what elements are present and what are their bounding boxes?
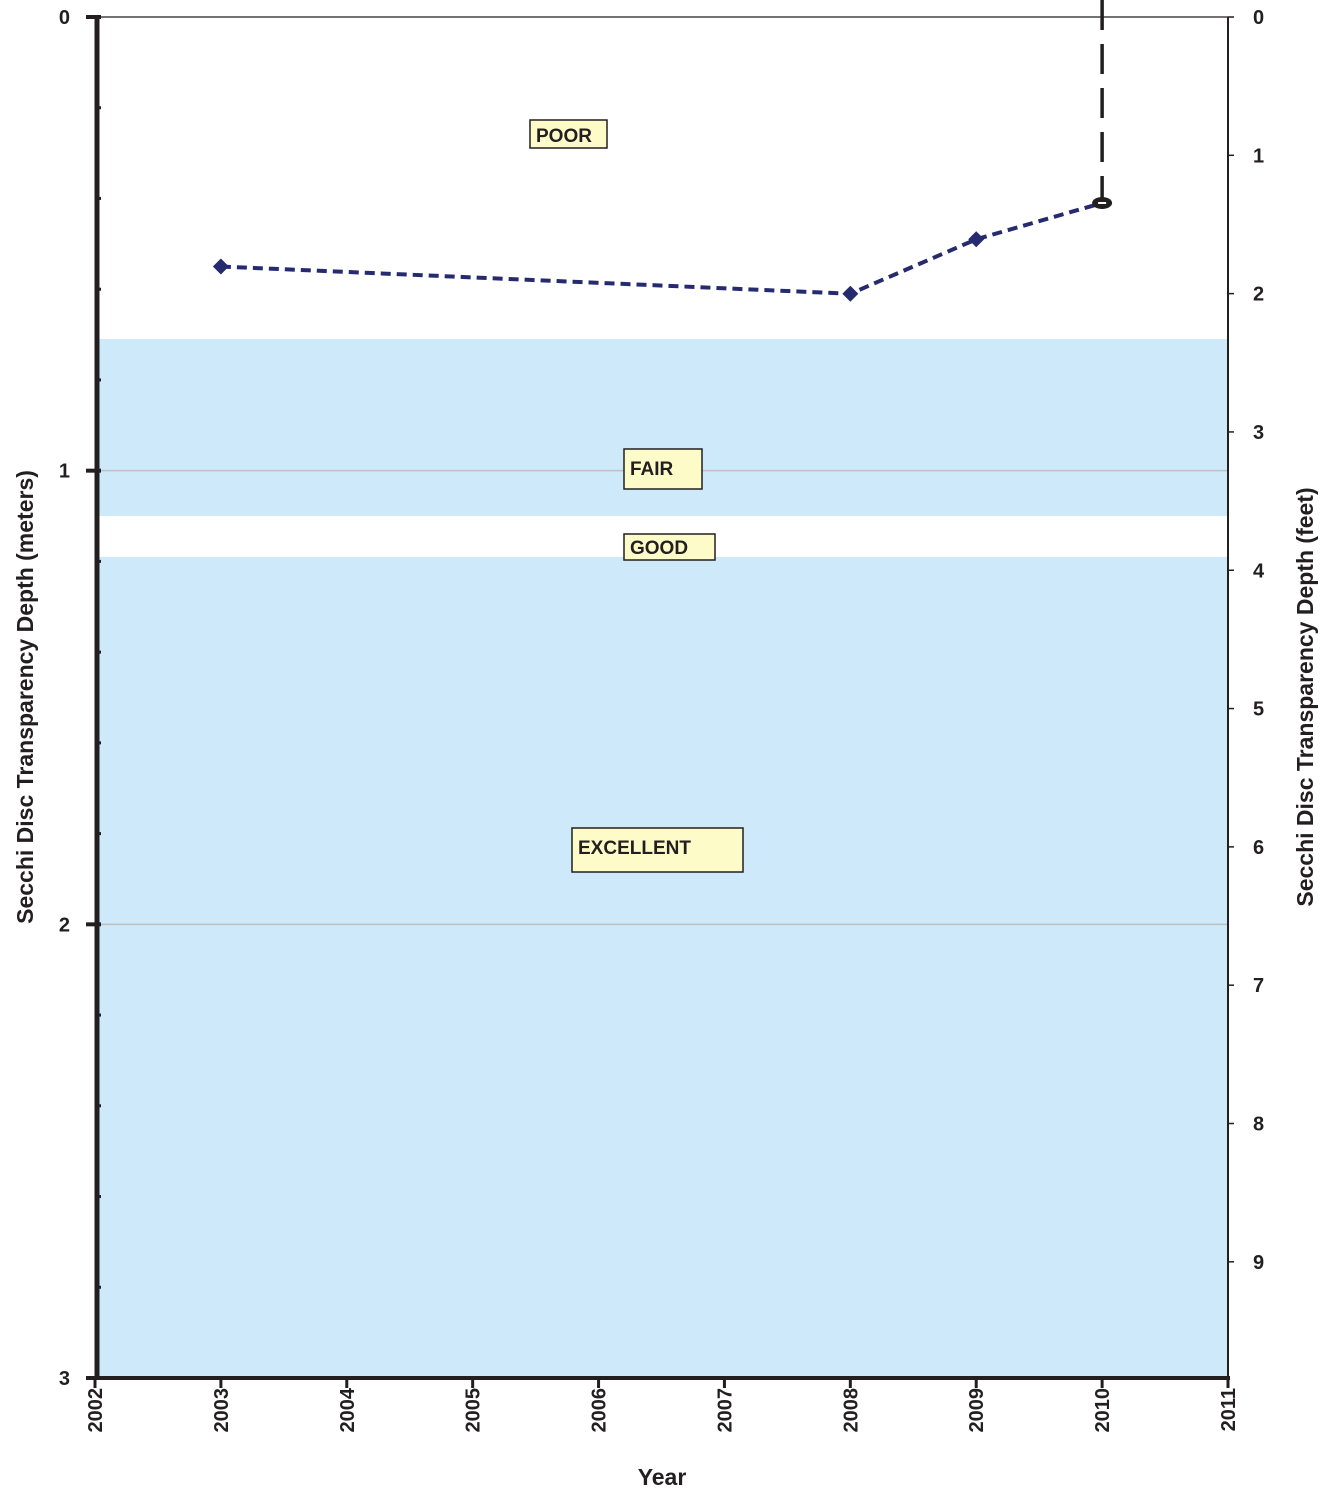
band-label-good: GOOD: [630, 538, 688, 559]
x-tick-label: 2005: [463, 1388, 485, 1433]
tick-labels: 0 1 2 3 0 1 2 3 4 5 6 7 8 9 2002 2003 2004 2005 2006 2007 20…: [59, 7, 1265, 1433]
band-label-box-good: [623, 533, 716, 561]
y-axis-left-title: Secchi Disc Transparency Depth (meters): [12, 470, 38, 924]
data-point: [842, 285, 859, 302]
band-label-poor: POOR: [536, 126, 592, 147]
series-line: [220, 201, 1103, 296]
x-tick-label: 2007: [714, 1388, 736, 1433]
y-right-tick-label: 3: [1253, 422, 1264, 444]
x-axis-title: Year: [638, 1464, 687, 1490]
x-tick-label: 2006: [589, 1388, 611, 1433]
x-tick-label: 2003: [211, 1388, 233, 1433]
band-label-box-fair: [623, 448, 703, 490]
y-right-tick-label: 7: [1253, 975, 1264, 997]
y-right-tick-label: 2: [1253, 284, 1264, 306]
quality-bands: [99, 17, 1228, 1378]
y-right-tick-label: 0: [1253, 7, 1264, 29]
band-labels: POOR FAIR GOOD EXCELLENT: [529, 119, 744, 873]
data-series: [212, 0, 1113, 302]
band-label-excellent: EXCELLENT: [578, 838, 691, 859]
x-tick-label: 2002: [85, 1388, 107, 1433]
y-right-tick-label: 1: [1253, 145, 1264, 167]
data-point: [212, 258, 229, 275]
band-excellent: [99, 556, 1228, 1378]
x-tick-label: 2009: [966, 1388, 988, 1433]
band-label-box-poor: [529, 119, 608, 149]
band-poor: [99, 17, 1228, 340]
y-right-tick-label: 8: [1253, 1114, 1264, 1136]
y-left-tick-label: 2: [59, 914, 70, 936]
x-tick-label: 2008: [840, 1388, 862, 1433]
band-label-box-excellent: [571, 827, 744, 873]
data-point: [968, 231, 985, 248]
y-left-tick-label: 0: [59, 7, 70, 29]
axes: [86, 15, 1234, 1388]
y-right-tick-label: 4: [1253, 560, 1265, 582]
y-right-tick-label: 5: [1253, 699, 1264, 721]
x-tick-label: 2011: [1218, 1388, 1240, 1431]
y-axis-right-title: Secchi Disc Transparency Depth (feet): [1292, 487, 1318, 906]
y-left-tick-label: 1: [59, 461, 70, 483]
x-tick-label: 2004: [337, 1387, 359, 1432]
y-left-tick-label: 3: [59, 1368, 70, 1390]
y-right-tick-label: 9: [1253, 1252, 1264, 1274]
band-label-fair: FAIR: [630, 459, 674, 480]
x-tick-label: 2010: [1092, 1388, 1114, 1433]
y-right-tick-label: 6: [1253, 837, 1264, 859]
